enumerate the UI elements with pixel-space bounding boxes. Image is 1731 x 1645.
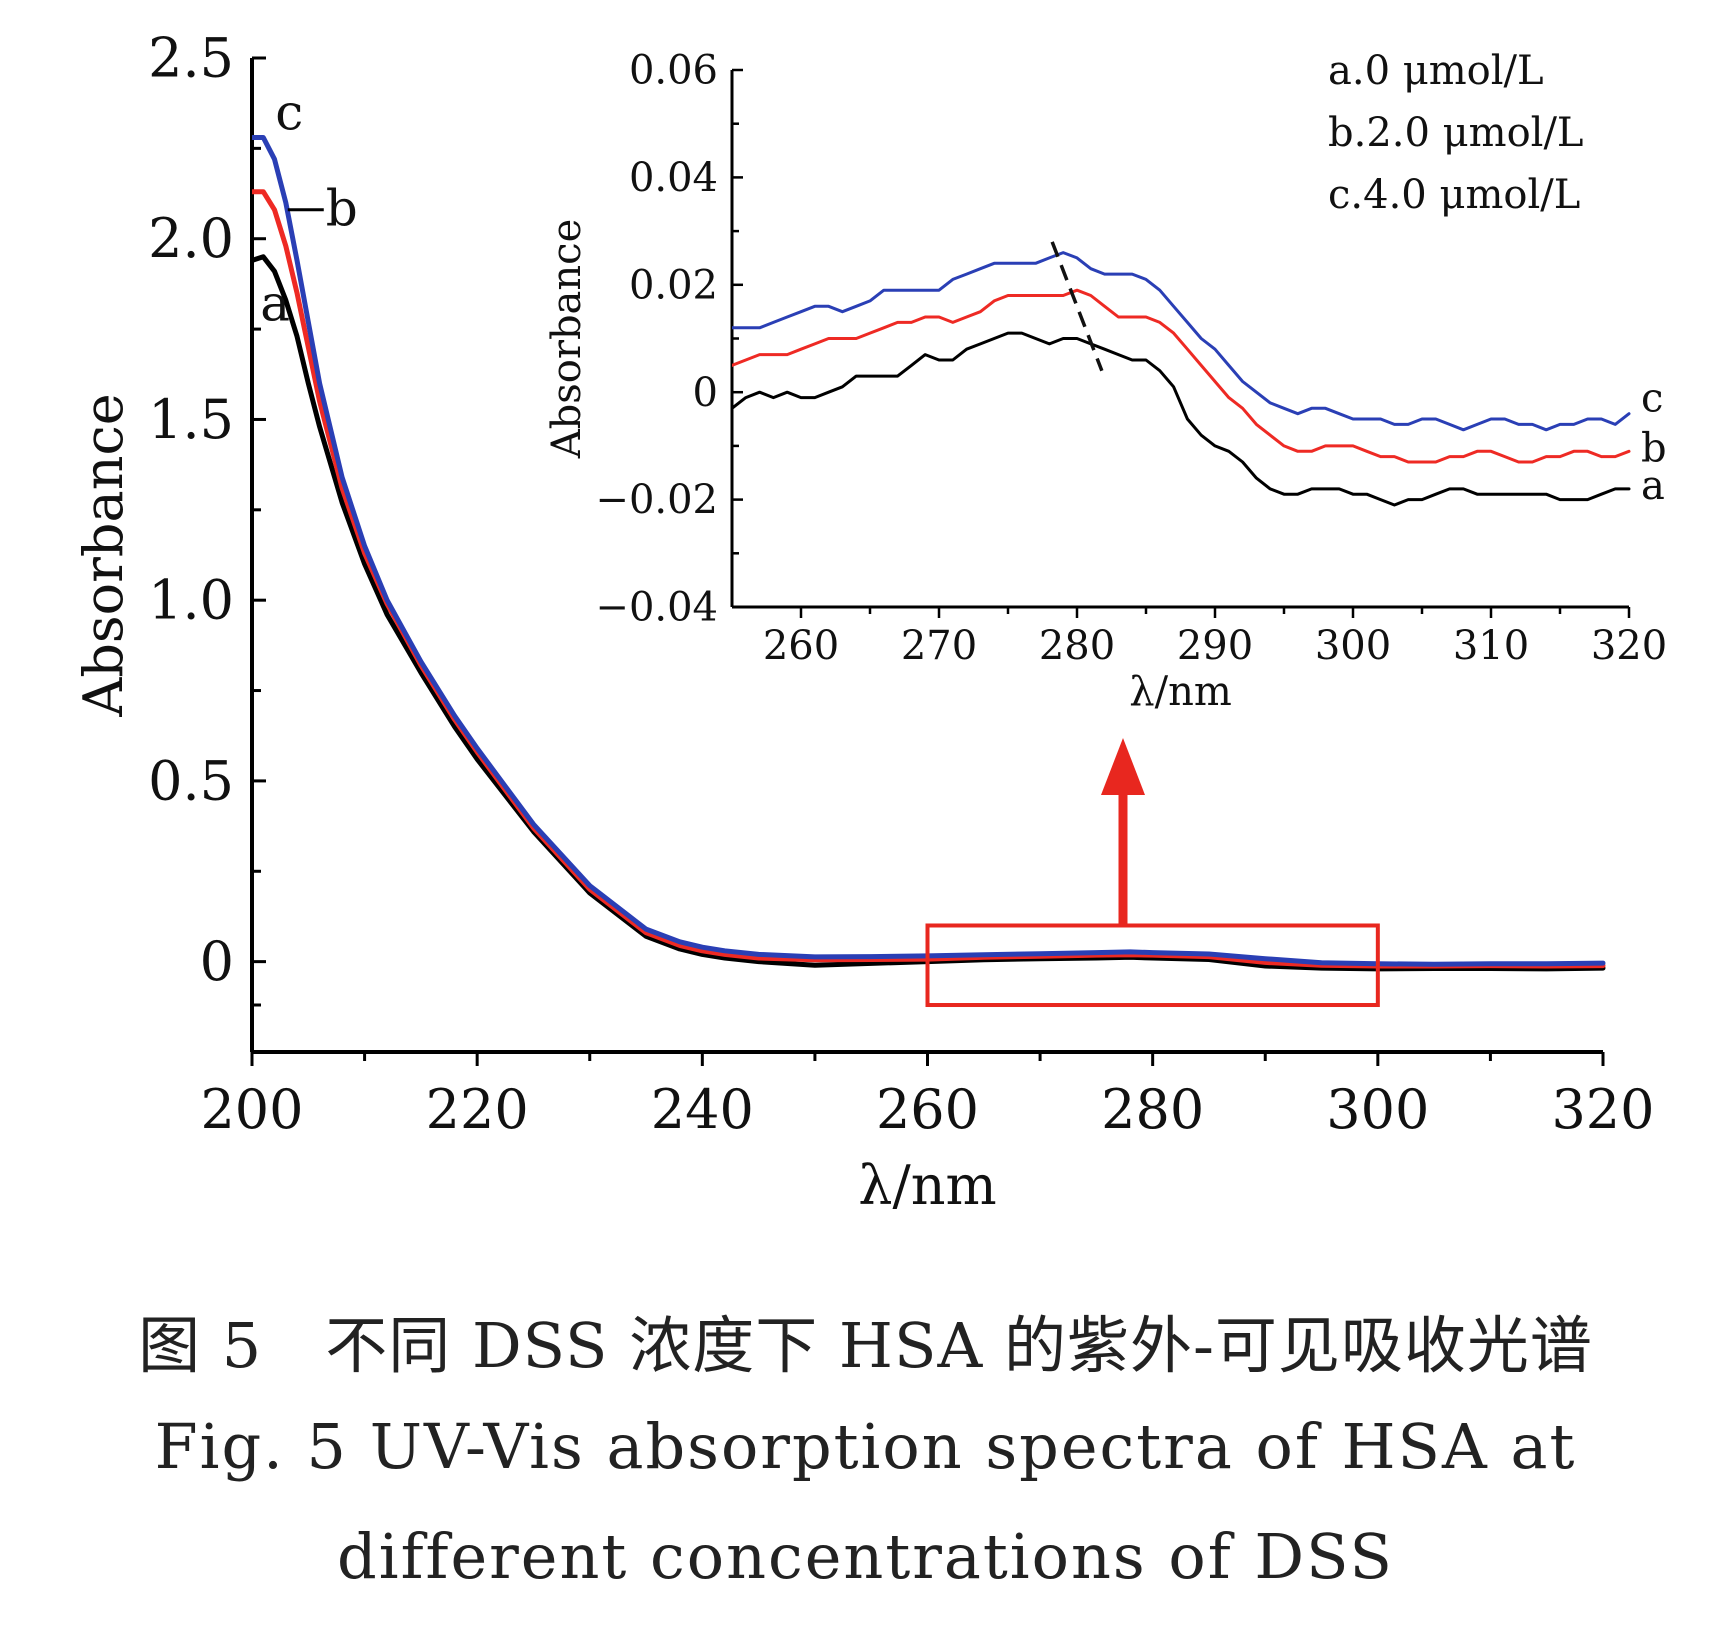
inset-legend-entry: c.4.0 μmol/L xyxy=(1328,172,1580,218)
main-y-tick-label: 1.5 xyxy=(148,388,234,451)
inset-y-tick-label: 0.06 xyxy=(629,48,718,94)
main-x-tick-label: 200 xyxy=(200,1078,303,1141)
inset-x-tick-label: 260 xyxy=(763,623,839,669)
zoom-highlight-box xyxy=(925,923,1380,1008)
inset-chart: 260 270 280 290 300 310 320 −0.04 −0.02 0 0.02 0.04… xyxy=(544,48,1667,715)
main-x-tick-label: 260 xyxy=(876,1078,979,1141)
main-x-axis-label: λ/nm xyxy=(858,1154,996,1217)
main-y-tick-label: 0.5 xyxy=(148,749,234,812)
inset-x-tick-label: 320 xyxy=(1591,623,1667,669)
main-y-tick-label: 2.5 xyxy=(148,26,234,89)
inset-series-label-c: c xyxy=(1641,376,1663,422)
inset-x-tick-label: 300 xyxy=(1315,623,1391,669)
inset-y-axis-label: Absorbance xyxy=(544,219,590,460)
inset-legend-entry: a.0 μmol/L xyxy=(1328,48,1544,94)
inset-x-axis-label: λ/nm xyxy=(1129,669,1232,715)
inset-series-label-a: a xyxy=(1641,463,1665,509)
figure-caption-cn: 图 5 不同 DSS 浓度下 HSA 的紫外-可见吸收光谱 xyxy=(138,1309,1593,1382)
inset-series-a-line xyxy=(732,331,1631,507)
inset-x-tick-label: 290 xyxy=(1177,623,1253,669)
main-series-label-b: b xyxy=(326,180,358,238)
inset-dashed-guide xyxy=(1050,241,1104,372)
main-y-tick-label: 1.0 xyxy=(148,569,234,632)
main-x-tick-label: 280 xyxy=(1101,1078,1204,1141)
main-series-label-a: a xyxy=(260,274,290,332)
main-series-a-line xyxy=(252,254,1606,972)
inset-series-c-line xyxy=(732,251,1631,432)
figure: 200 220 240 260 280 300 320 0 0.5 1.0 1.5 2.0 2.5 λ/n… xyxy=(72,26,1667,1217)
inset-y-tick-label: 0 xyxy=(693,370,718,416)
inset-y-tick-label: −0.04 xyxy=(595,585,718,631)
zoom-arrow-head xyxy=(1101,738,1145,795)
main-x-tick-label: 320 xyxy=(1551,1078,1654,1141)
main-y-axis-label: Absorbance xyxy=(72,393,135,717)
main-chart: 200 220 240 260 280 300 320 0 0.5 1.0 1.5 2.0 2.5 λ/n… xyxy=(72,26,1655,1217)
main-x-tick-label: 300 xyxy=(1326,1078,1429,1141)
inset-y-tick-label: 0.02 xyxy=(629,262,718,308)
main-y-tick-label: 0 xyxy=(200,930,234,993)
figure-caption-en-line1: Fig. 5 UV-Vis absorption spectra of HSA … xyxy=(154,1410,1577,1483)
inset-y-tick-label: −0.02 xyxy=(595,477,718,523)
inset-y-tick-label: 0.04 xyxy=(629,155,718,201)
main-y-tick-label: 2.0 xyxy=(148,207,234,270)
figure-caption-en-line2: different concentrations of DSS xyxy=(337,1520,1394,1593)
inset-series-group xyxy=(732,251,1631,507)
inset-x-tick-label: 280 xyxy=(1039,623,1115,669)
inset-x-tick-label: 270 xyxy=(901,623,977,669)
main-series-b-line xyxy=(252,189,1606,969)
main-series-group xyxy=(252,135,1606,972)
inset-x-tick-label: 310 xyxy=(1453,623,1529,669)
inset-series-label-b: b xyxy=(1641,425,1667,471)
inset-series-b-line xyxy=(732,288,1631,464)
main-series-label-c: c xyxy=(275,84,303,142)
main-x-tick-label: 240 xyxy=(651,1078,754,1141)
main-x-tick-label: 220 xyxy=(426,1078,529,1141)
inset-legend-entry: b.2.0 μmol/L xyxy=(1328,110,1584,156)
main-series-c-line xyxy=(252,135,1606,967)
